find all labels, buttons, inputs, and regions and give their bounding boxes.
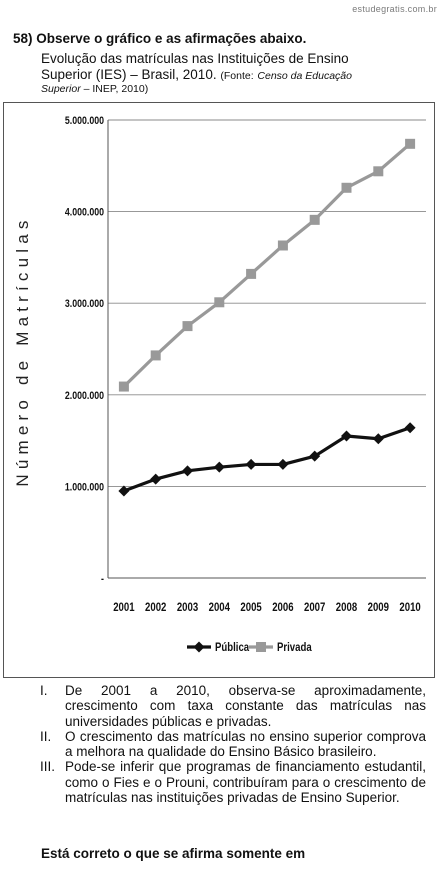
point-marker-diamond [404, 422, 416, 434]
chart-caption-subject: Superior (IES) – Brasil, 2010. [41, 67, 217, 82]
series-layer [118, 138, 416, 497]
point-marker-diamond [182, 465, 193, 477]
point-marker-square [309, 214, 320, 225]
x-tick-label: 2010 [399, 601, 420, 614]
point-marker-square [277, 240, 288, 251]
point-marker-diamond [372, 433, 384, 445]
y-tick-label: 2.000.000 [65, 390, 105, 402]
chart-caption-line1: Evolução das matrículas nas Instituições… [41, 51, 349, 66]
source-italic-1: Censo da Educação [257, 70, 352, 82]
legend-layer: Pública Privada [187, 641, 313, 654]
series-privada [118, 138, 416, 392]
series-line [123, 426, 411, 493]
point-marker-diamond [150, 473, 162, 485]
chart-caption-line2: Superior (IES) – Brasil, 2010. (Fonte: C… [41, 67, 352, 82]
point-marker-diamond [277, 458, 289, 470]
statement-item-3: III. Pode-se inferir que programas de fi… [40, 759, 426, 805]
source-italic-2: Superior [41, 83, 81, 95]
x-tick-label: 2008 [336, 601, 357, 614]
x-tick-label: 2001 [113, 601, 134, 614]
statement-text: O crescimento das matrículas no ensino s… [65, 728, 426, 760]
y-tick-label: 3.000.000 [65, 298, 105, 310]
statement-text: Pode-se inferir que programas de financi… [65, 759, 426, 806]
watermark: estudegratis.com.br [352, 4, 437, 14]
x-tick-label: 2003 [177, 601, 198, 614]
statement-number: I. [40, 683, 48, 698]
point-marker-square [246, 268, 257, 279]
source-label: (Fonte: [220, 70, 254, 82]
question-number: 58) [13, 31, 33, 46]
y-tick-label: 4.000.000 [65, 207, 105, 219]
x-tick-label: 2007 [304, 601, 325, 614]
question-title-text: Observe o gráfico e as afirmações abaixo… [36, 31, 307, 46]
point-marker-diamond [245, 458, 257, 470]
y-tick-label: 1.000.000 [65, 482, 105, 494]
chart-caption-line3: Superior – INEP, 2010) [41, 83, 148, 95]
legend-label: Privada [277, 641, 313, 654]
point-marker-diamond [309, 450, 321, 462]
final-prompt: Está correto o que se afirma somente em [41, 846, 306, 861]
y-tick-label: 5.000.000 [65, 115, 105, 127]
y-tick-label: - [101, 573, 104, 585]
point-marker-square [150, 350, 161, 361]
axis-layer: - 1.000.000 2.000.000 3.000.000 4.000.000 5.0… [65, 115, 426, 614]
grid-layer [108, 119, 426, 487]
point-marker-diamond [341, 430, 352, 442]
statement-text: De 2001 a 2010, observa-se aproximadamen… [65, 683, 426, 729]
line-chart: - 1.000.000 2.000.000 3.000.000 4.000.000 5.0… [13, 115, 426, 654]
x-tick-label: 2002 [145, 601, 166, 614]
series-pública [118, 422, 416, 497]
statement-number: III. [40, 759, 56, 775]
legend-label: Pública [215, 641, 250, 654]
point-marker-square [341, 182, 352, 193]
point-marker-square [405, 138, 416, 149]
legend-item-privada: Privada [249, 641, 313, 654]
x-tick-label: 2006 [272, 601, 293, 614]
x-tick-label: 2005 [240, 601, 261, 614]
statement-item-2: II. O crescimento das matrículas no ensi… [40, 729, 426, 760]
point-marker-square [182, 321, 193, 332]
point-marker-square [373, 166, 384, 177]
point-marker-square [214, 297, 225, 308]
point-marker-diamond [193, 641, 205, 653]
point-marker-square [256, 642, 266, 652]
statement-number: II. [40, 728, 52, 744]
point-marker-diamond [118, 485, 130, 497]
question-title: 58) Observe o gráfico e as afirmações ab… [13, 31, 306, 46]
y-axis-label: Número de Matrículas [13, 215, 32, 486]
statements-list: I. De 2001 a 2010, observa-se aproximada… [40, 683, 426, 805]
series-line [122, 142, 412, 388]
x-tick-label: 2004 [209, 601, 230, 614]
statement-item-1: I. De 2001 a 2010, observa-se aproximada… [40, 683, 426, 729]
legend-item-pública: Pública [187, 641, 250, 654]
point-marker-diamond [213, 461, 225, 473]
x-tick-label: 2009 [368, 601, 389, 614]
source-rest: – INEP, 2010) [83, 83, 149, 95]
chart-frame: - 1.000.000 2.000.000 3.000.000 4.000.000 5.0… [3, 102, 435, 678]
point-marker-square [118, 381, 129, 392]
